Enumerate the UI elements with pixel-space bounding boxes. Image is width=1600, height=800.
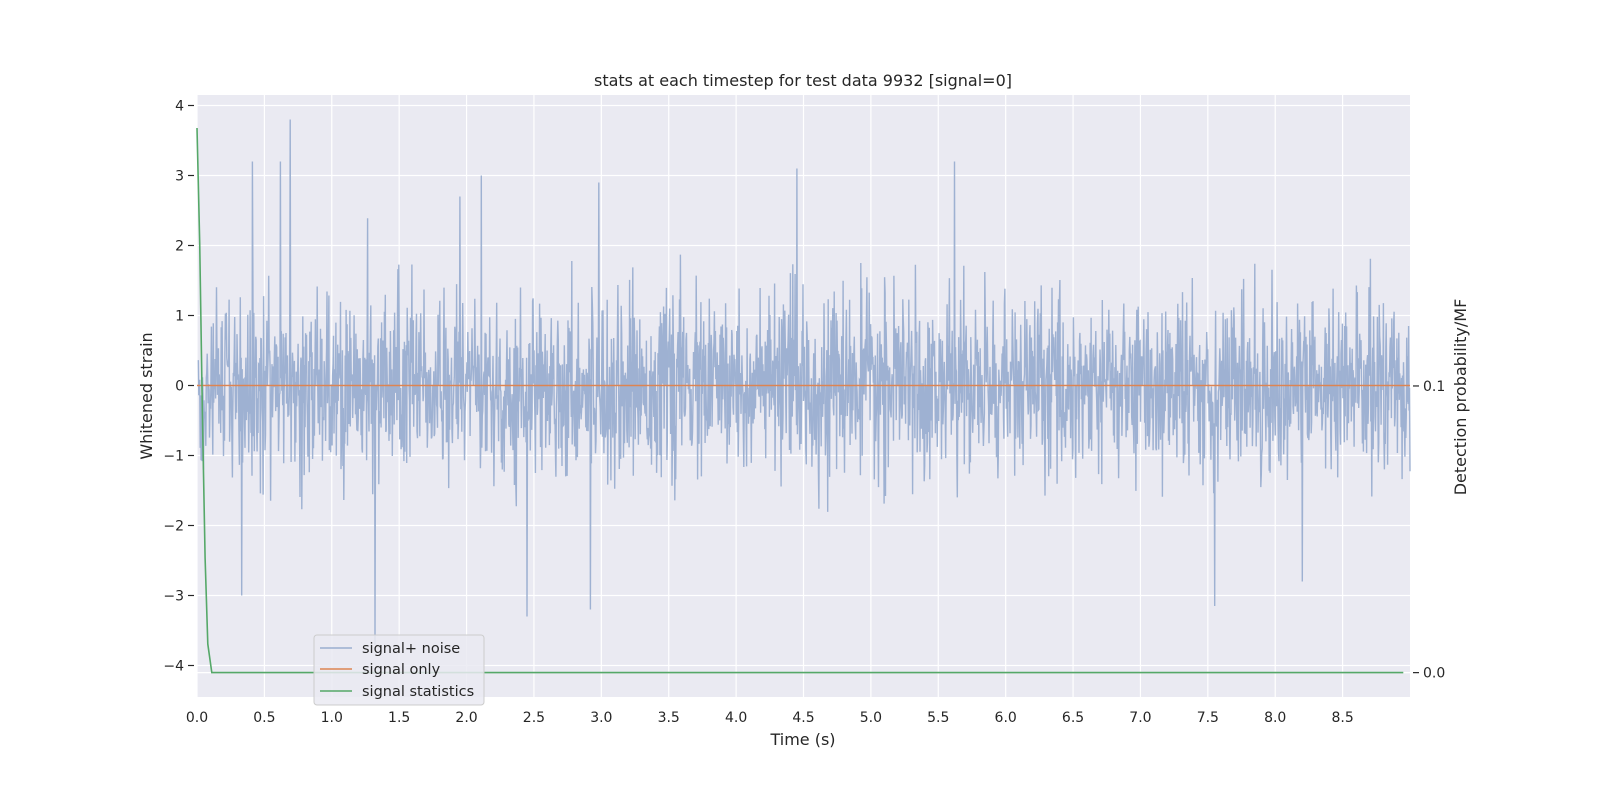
y-tick-label: −2 — [163, 519, 184, 535]
x-tick-label: 7.0 — [1129, 710, 1151, 726]
x-tick-label: 4.5 — [792, 710, 814, 726]
y-tick-label: −1 — [163, 449, 184, 465]
x-tick-label: 6.5 — [1062, 710, 1084, 726]
x-tick-label: 1.5 — [388, 710, 410, 726]
x-tick-label: 2.0 — [455, 710, 477, 726]
y-tick-label: 0 — [175, 379, 184, 395]
x-axis-ticks: 0.0 0.5 1.0 1.5 2.0 2.5 3.0 3.5 4.0 4.5 5.0 5.5 6.0 6… — [186, 710, 1354, 726]
y-right-axis-label: Detection probability/MF — [1451, 299, 1470, 496]
legend-label-signal-statistics: signal statistics — [362, 684, 474, 700]
legend-label-signal-noise: signal+ noise — [362, 641, 460, 657]
x-tick-label: 6.0 — [995, 710, 1017, 726]
x-tick-label: 3.5 — [658, 710, 680, 726]
y-axis-ticks: 4 3 2 1 0 −1 −2 −3 −4 — [163, 99, 194, 675]
y-tick-label: 1 — [175, 309, 184, 325]
x-tick-label: 0.0 — [186, 710, 208, 726]
legend-box — [313, 634, 485, 706]
y-tick-label: 4 — [175, 99, 184, 115]
y-right-axis-ticks: 0.1 0.0 — [1413, 379, 1445, 682]
signal-noise-line — [197, 119, 1411, 645]
y-right-tick-label: 0.0 — [1423, 666, 1445, 682]
x-tick-label: 5.0 — [860, 710, 882, 726]
x-tick-label: 0.5 — [253, 710, 275, 726]
y-tick-label: 2 — [175, 239, 184, 255]
x-tick-label: 7.5 — [1197, 710, 1219, 726]
x-tick-label: 3.0 — [590, 710, 612, 726]
y-tick-label: −3 — [163, 589, 184, 605]
x-tick-label: 8.0 — [1264, 710, 1286, 726]
y-tick-label: 3 — [175, 169, 184, 185]
series-signal-statistics — [196, 127, 1404, 674]
x-tick-label: 1.0 — [321, 710, 343, 726]
x-tick-label: 5.5 — [927, 710, 949, 726]
chart-title: stats at each timestep for test data 993… — [594, 71, 1012, 90]
y-axis-label: Whitened strain — [137, 332, 156, 459]
signal-statistics-line — [196, 127, 1404, 674]
series-signal-noise — [197, 119, 1411, 645]
y-tick-label: −4 — [163, 659, 184, 675]
x-axis-label: Time (s) — [769, 730, 835, 749]
y-right-tick-label: 0.1 — [1423, 379, 1445, 395]
x-tick-label: 4.0 — [725, 710, 747, 726]
legend-label-signal-only: signal only — [362, 662, 441, 678]
x-tick-label: 2.5 — [523, 710, 545, 726]
x-tick-label: 8.5 — [1331, 710, 1353, 726]
legend: signal+ noise signal only signal statist… — [313, 634, 485, 706]
